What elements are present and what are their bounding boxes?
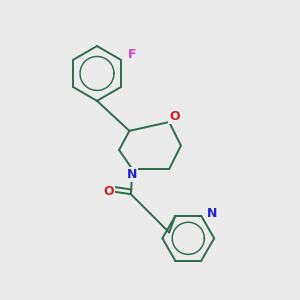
Text: O: O bbox=[103, 185, 113, 198]
Text: N: N bbox=[127, 168, 137, 181]
Text: O: O bbox=[169, 110, 180, 123]
Text: N: N bbox=[207, 207, 217, 220]
Text: F: F bbox=[128, 48, 136, 61]
